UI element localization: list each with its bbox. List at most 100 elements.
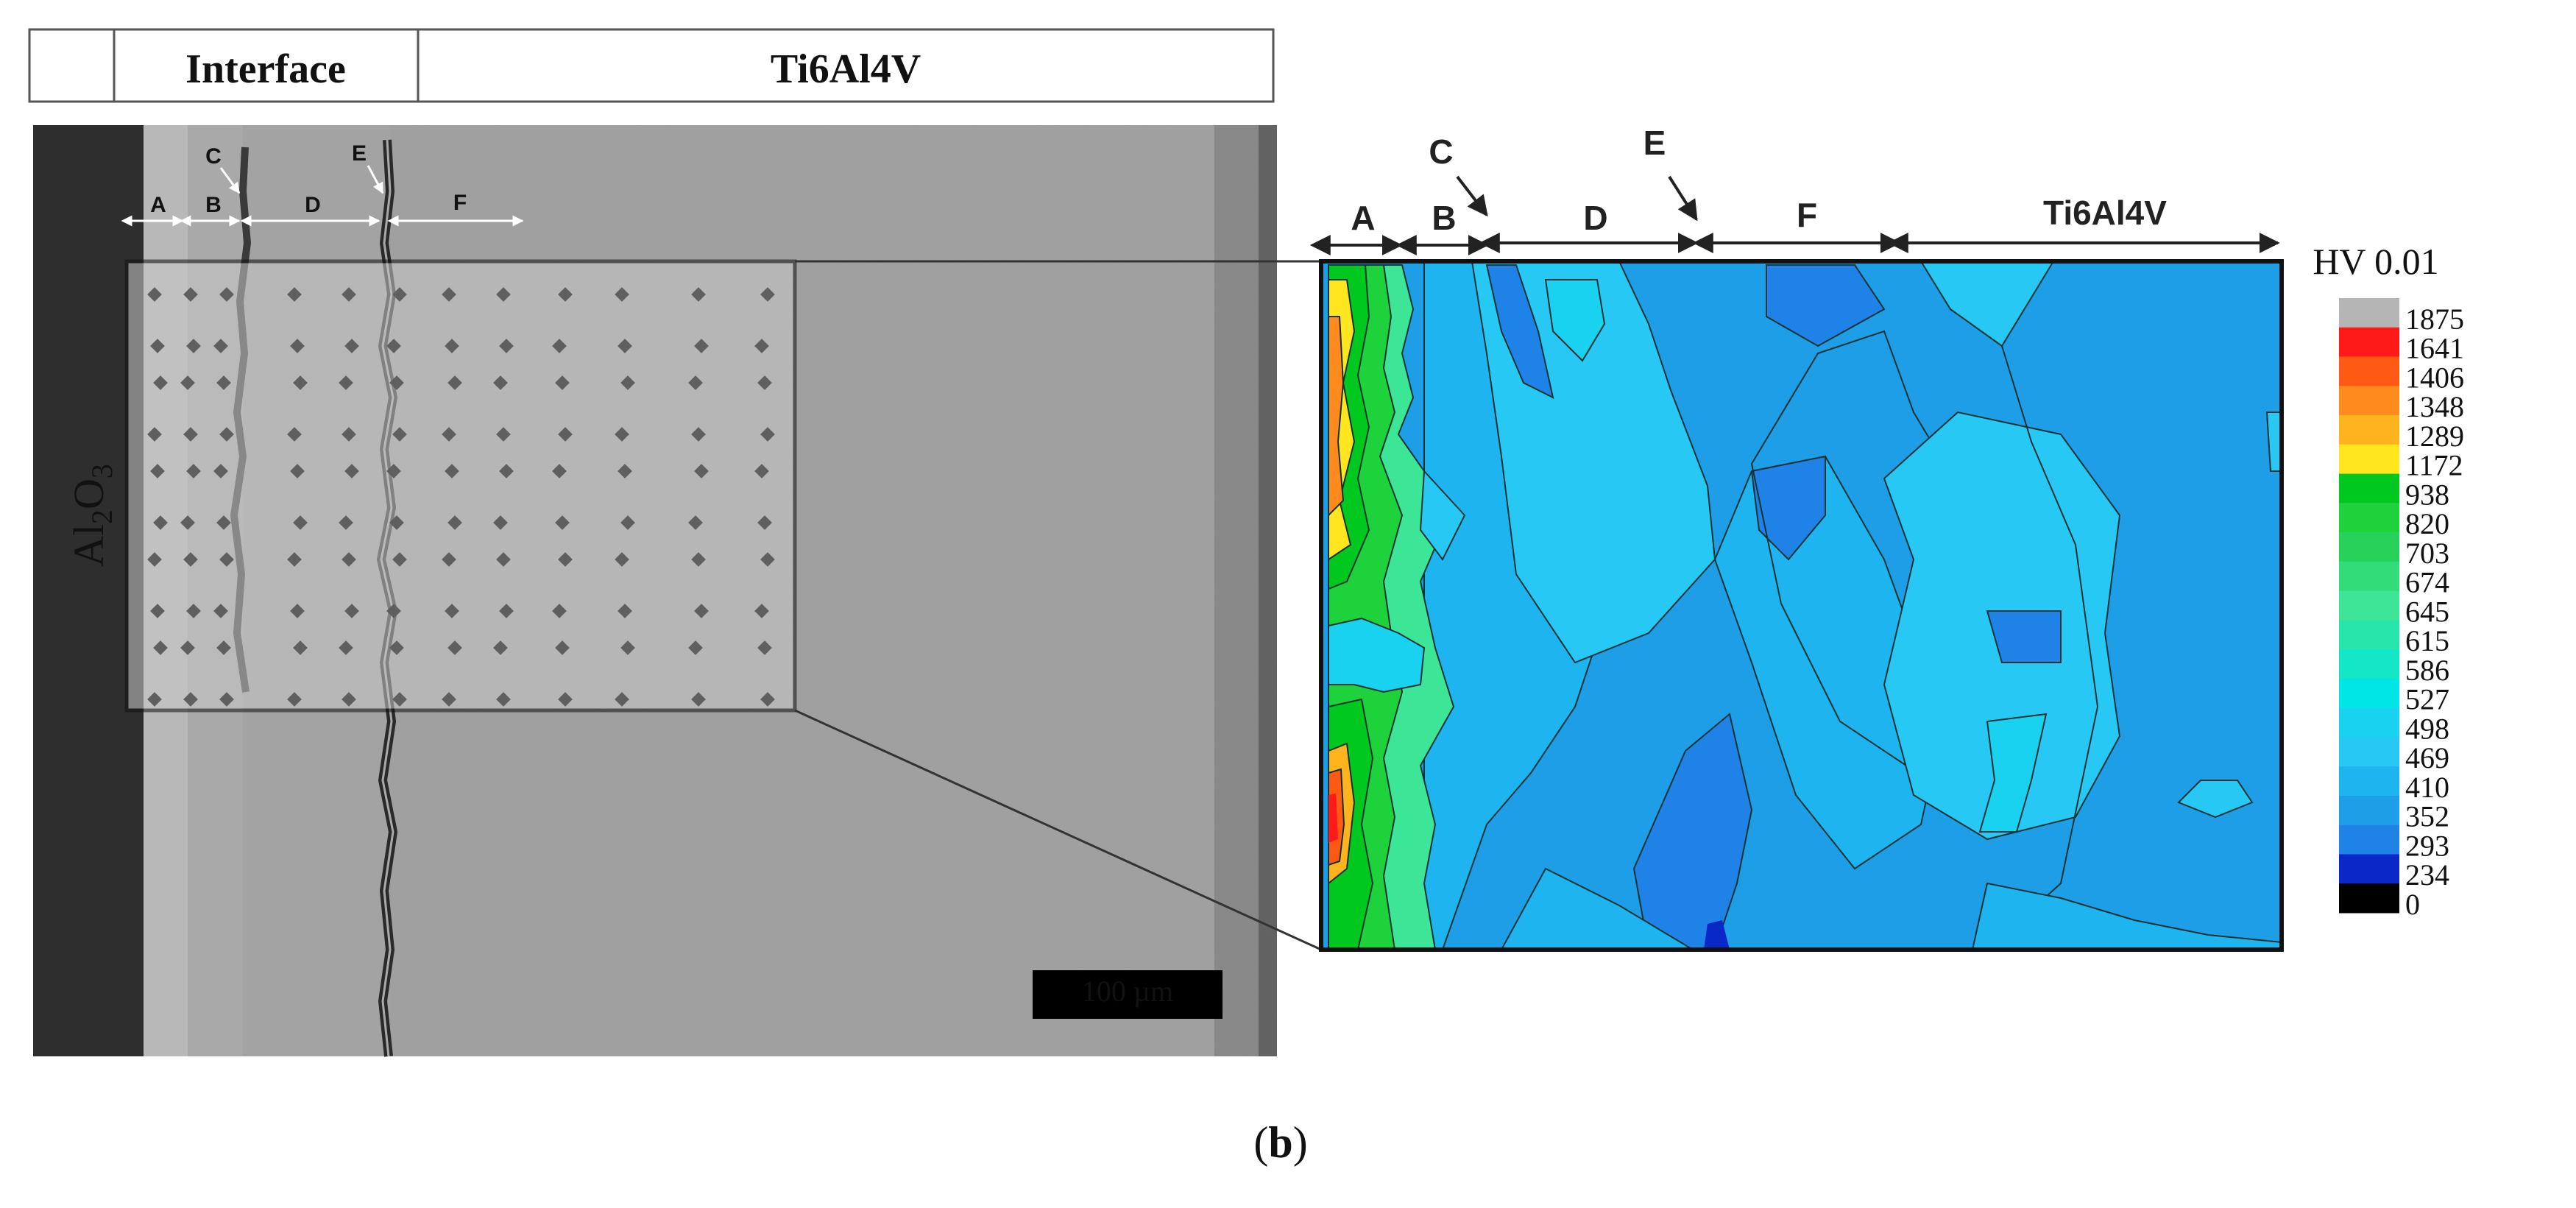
colorbar-tick-label: 0 [2405,888,2420,921]
indentation-mark [688,640,703,655]
colorbar-swatch [2339,737,2399,767]
indentation-mark [293,515,308,530]
indentation-mark [558,287,573,302]
micrograph-zone-f: F [453,191,467,215]
colorbar-swatch [2339,620,2399,650]
indentation-mark [618,464,632,478]
colorbar-swatch [2339,678,2399,709]
indentation-mark [493,375,508,390]
colorbar-swatch [2339,386,2399,416]
indentation-mark [558,692,573,707]
indentation-mark [442,427,456,442]
colorbar-swatches [2339,298,2399,914]
header-cell-interface: Interface [185,46,346,92]
indentation-mark [496,427,511,442]
indentation-mark [290,604,305,618]
indentation-mark [760,287,775,302]
hardness-map [1319,259,2284,952]
indentation-mark [694,339,709,353]
indentation-mark [760,552,775,567]
indentation-mark [342,427,356,442]
indentation-mark [496,287,511,302]
colorbar-swatch [2339,561,2399,592]
indentation-mark [342,552,356,567]
indentation-mark [499,464,514,478]
indentation-mark [615,427,629,442]
indentation-mark [287,427,302,442]
indentation-mark [620,640,635,655]
figure-caption: (b) [1253,1118,1307,1167]
indentation-mark [447,640,462,655]
caption-close-paren: ) [1293,1118,1308,1167]
indentation-mark [442,552,456,567]
indentation-mark [219,552,234,567]
indentation-mark [754,464,769,478]
colorbar-swatch [2339,444,2399,475]
indentation-mark [445,604,459,618]
colorbar-tick-label: 293 [2405,829,2449,862]
indentation-mark [555,375,570,390]
colorbar-tick-label: 1406 [2405,361,2464,394]
colorbar-tick-label: 234 [2405,858,2449,891]
indentation-mark [339,375,353,390]
indentation-mark [293,640,308,655]
colorbar-tick-label: 938 [2405,478,2449,511]
hardness-zone-a: A [1351,199,1375,237]
colorbar-swatch [2339,532,2399,562]
indentation-mark [691,427,706,442]
indentation-mark [618,604,632,618]
colorbar-swatch [2339,327,2399,358]
indentation-mark [213,464,228,478]
indentation-mark [219,692,234,707]
indentation-mark [290,339,305,353]
hardness-zone-e: E [1643,124,1666,162]
colorbar-swatch [2339,503,2399,533]
colorbar-tick-label: 586 [2405,654,2449,687]
colorbar-tick-label: 1172 [2405,449,2463,482]
indentation-mark [290,464,305,478]
indentation-mark [219,287,234,302]
micrograph-zone-c: C [205,144,222,169]
colorbar-tick-label: 410 [2405,771,2449,804]
indentation-mark [150,339,165,353]
indentation-mark [445,464,459,478]
indentation-mark [386,339,401,353]
colorbar-swatch [2339,649,2399,679]
indentation-mark [445,339,459,353]
indentation-mark [216,640,231,655]
indentation-mark [754,604,769,618]
colorbar-tick-label: 1348 [2405,390,2464,423]
colorbar: HV 0.01 18751641140613481289117293882070… [2313,241,2464,921]
colorbar-tick-label: 527 [2405,683,2449,716]
indentation-mark [615,287,629,302]
indentation-mark [386,464,401,478]
colorbar-tick-label: 1641 [2405,332,2464,365]
indentation-mark [339,640,353,655]
indentation-mark [499,339,514,353]
colorbar-tick-label: 352 [2405,800,2449,833]
header-cell-ti6al4v: Ti6Al4V [771,46,921,92]
colorbar-swatch [2339,356,2399,386]
indentation-mark [558,427,573,442]
indentation-mark [442,287,456,302]
indentation-mark [620,375,635,390]
indentation-mark [691,552,706,567]
hardness-zone-b: B [1432,199,1456,237]
indentation-mark [688,375,703,390]
indentation-mark [760,692,775,707]
indentation-mark [447,375,462,390]
hardness-zone-f: F [1797,196,1817,234]
indentation-mark [694,604,709,618]
indentation-mark [287,287,302,302]
indentation-mark [287,692,302,707]
hardness-zone-d: D [1583,199,1607,237]
indentation-mark [442,692,456,707]
indentation-mark [287,552,302,567]
indentation-mark [344,464,359,478]
indentation-mark [389,640,404,655]
indentation-mark [447,515,462,530]
micrograph-zone-b: B [205,193,222,217]
indentation-mark [552,464,567,478]
colorbar-tick-label: 498 [2405,712,2449,745]
indentation-mark [183,287,198,302]
